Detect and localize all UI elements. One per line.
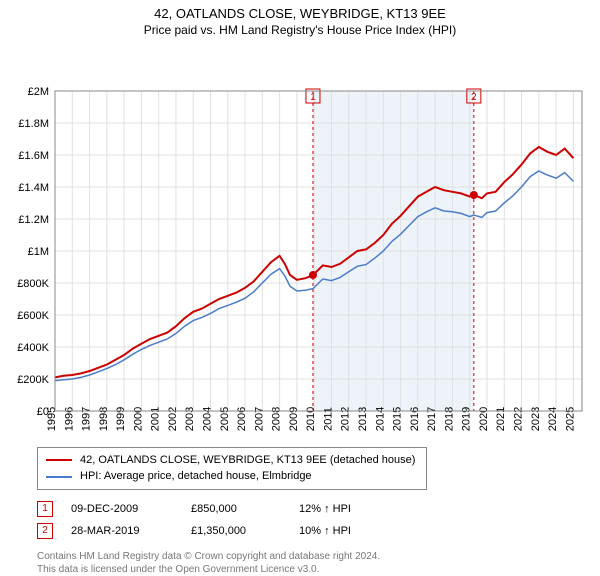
footer-line: This data is licensed under the Open Gov… bbox=[37, 563, 600, 576]
x-tick-label: 2004 bbox=[202, 407, 214, 431]
y-tick-label: £1.2M bbox=[18, 214, 49, 226]
sale-marker-icon: 2 bbox=[37, 523, 53, 539]
x-tick-label: 2021 bbox=[495, 407, 507, 431]
x-tick-label: 1997 bbox=[81, 407, 93, 431]
x-tick-label: 2015 bbox=[392, 407, 404, 431]
x-tick-label: 2022 bbox=[513, 407, 525, 431]
x-tick-label: 2014 bbox=[374, 407, 386, 431]
x-tick-label: 2016 bbox=[409, 407, 421, 431]
y-tick-label: £1.8M bbox=[18, 118, 49, 130]
chart-subtitle: Price paid vs. HM Land Registry's House … bbox=[0, 23, 600, 37]
x-tick-label: 1999 bbox=[115, 407, 127, 431]
chart-title: 42, OATLANDS CLOSE, WEYBRIDGE, KT13 9EE bbox=[0, 0, 600, 23]
sale-marker-num: 1 bbox=[310, 92, 316, 103]
x-tick-label: 2010 bbox=[305, 407, 317, 431]
x-tick-label: 2001 bbox=[150, 407, 162, 431]
y-tick-label: £1M bbox=[28, 246, 49, 258]
sale-price: £1,350,000 bbox=[191, 525, 281, 537]
x-tick-label: 1998 bbox=[98, 407, 110, 431]
line-chart: £0£200K£400K£600K£800K£1M£1.2M£1.4M£1.6M… bbox=[0, 41, 600, 441]
x-tick-label: 2023 bbox=[530, 407, 542, 431]
chart-area: £0£200K£400K£600K£800K£1M£1.2M£1.4M£1.6M… bbox=[0, 41, 600, 441]
y-tick-label: £1.4M bbox=[18, 182, 49, 194]
legend-swatch bbox=[46, 476, 72, 478]
footer-attribution: Contains HM Land Registry data © Crown c… bbox=[37, 550, 600, 576]
x-tick-label: 2018 bbox=[443, 407, 455, 431]
sale-date: 09-DEC-2009 bbox=[71, 503, 173, 515]
x-tick-label: 2000 bbox=[132, 407, 144, 431]
sale-marker-num: 2 bbox=[471, 92, 477, 103]
x-tick-label: 2006 bbox=[236, 407, 248, 431]
x-tick-label: 1996 bbox=[63, 407, 75, 431]
legend-box: 42, OATLANDS CLOSE, WEYBRIDGE, KT13 9EE … bbox=[37, 447, 427, 490]
table-row: 2 28-MAR-2019 £1,350,000 10% ↑ HPI bbox=[37, 520, 600, 542]
x-tick-label: 2024 bbox=[547, 407, 559, 431]
footer-line: Contains HM Land Registry data © Crown c… bbox=[37, 550, 600, 563]
y-tick-label: £600K bbox=[17, 310, 49, 322]
x-tick-label: 2005 bbox=[219, 407, 231, 431]
x-tick-label: 2012 bbox=[340, 407, 352, 431]
sale-marker-icon: 1 bbox=[37, 501, 53, 517]
x-tick-label: 2020 bbox=[478, 407, 490, 431]
x-tick-label: 2003 bbox=[184, 407, 196, 431]
sale-dot bbox=[470, 191, 478, 199]
x-tick-label: 2007 bbox=[253, 407, 265, 431]
sale-pct: 12% ↑ HPI bbox=[299, 503, 389, 515]
x-tick-label: 2019 bbox=[461, 407, 473, 431]
x-tick-label: 2025 bbox=[564, 407, 576, 431]
legend-row: HPI: Average price, detached house, Elmb… bbox=[46, 468, 418, 485]
x-tick-label: 2013 bbox=[357, 407, 369, 431]
y-tick-label: £800K bbox=[17, 278, 49, 290]
x-tick-label: 2017 bbox=[426, 407, 438, 431]
x-tick-label: 1995 bbox=[46, 407, 58, 431]
sale-price: £850,000 bbox=[191, 503, 281, 515]
legend-swatch bbox=[46, 459, 72, 461]
sale-date: 28-MAR-2019 bbox=[71, 525, 173, 537]
sale-dot bbox=[309, 271, 317, 279]
y-tick-label: £2M bbox=[28, 86, 49, 98]
legend-label: HPI: Average price, detached house, Elmb… bbox=[80, 468, 312, 485]
x-tick-label: 2009 bbox=[288, 407, 300, 431]
y-tick-label: £400K bbox=[17, 342, 49, 354]
x-tick-label: 2002 bbox=[167, 407, 179, 431]
y-tick-label: £200K bbox=[17, 374, 49, 386]
x-tick-label: 2008 bbox=[271, 407, 283, 431]
y-tick-label: £1.6M bbox=[18, 150, 49, 162]
table-row: 1 09-DEC-2009 £850,000 12% ↑ HPI bbox=[37, 498, 600, 520]
legend-label: 42, OATLANDS CLOSE, WEYBRIDGE, KT13 9EE … bbox=[80, 452, 415, 469]
sales-table: 1 09-DEC-2009 £850,000 12% ↑ HPI 2 28-MA… bbox=[37, 498, 600, 542]
sale-pct: 10% ↑ HPI bbox=[299, 525, 389, 537]
legend-row: 42, OATLANDS CLOSE, WEYBRIDGE, KT13 9EE … bbox=[46, 452, 418, 469]
